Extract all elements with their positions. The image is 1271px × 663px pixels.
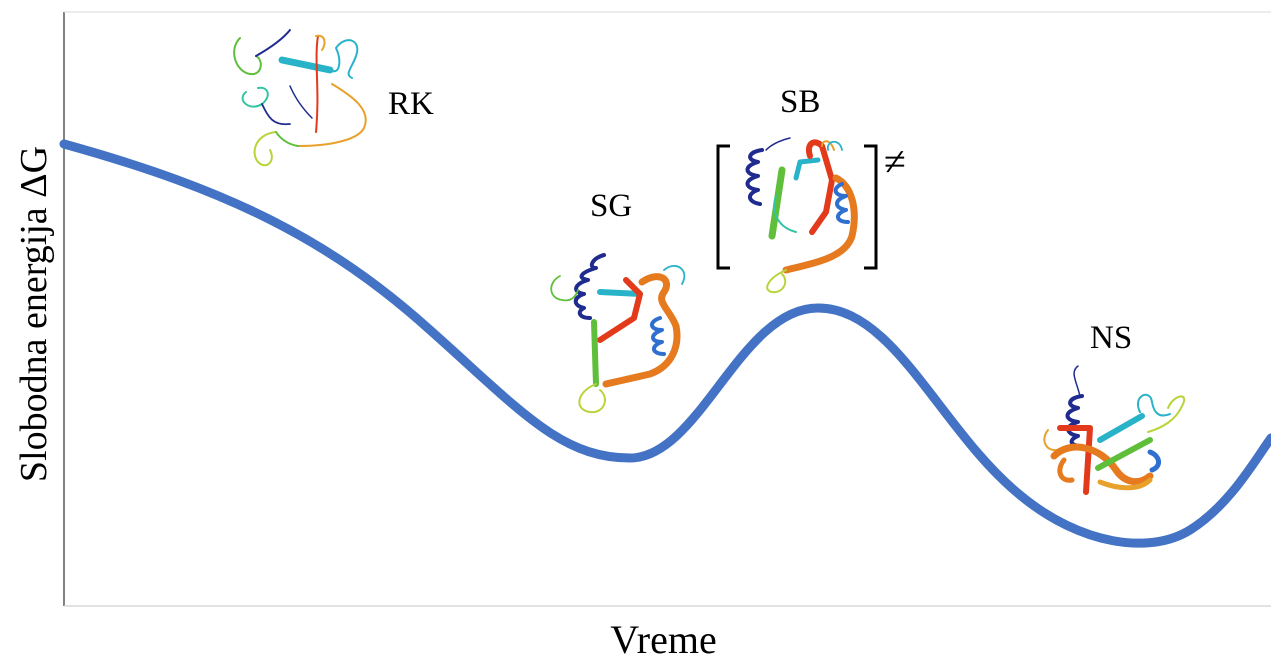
y-axis-title-text: Slobodna energija ΔG xyxy=(13,145,55,483)
protein-ns-icon xyxy=(1043,365,1186,495)
state-label-sg: SG xyxy=(590,188,633,224)
free-energy-curve xyxy=(59,139,1271,548)
transition-state-brackets xyxy=(716,144,878,270)
protein-sg-icon xyxy=(550,253,686,414)
state-label-rk: RK xyxy=(388,86,434,122)
state-label-sb: SB xyxy=(780,84,821,120)
protein-sb-icon xyxy=(745,137,858,294)
protein-rk-icon xyxy=(233,29,367,167)
x-axis-title: Vreme xyxy=(610,617,717,662)
state-label-ns: NS xyxy=(1090,320,1133,356)
transition-state-marker: ≠ xyxy=(884,139,906,184)
y-axis-title: Slobodna energija ΔG xyxy=(13,114,55,514)
